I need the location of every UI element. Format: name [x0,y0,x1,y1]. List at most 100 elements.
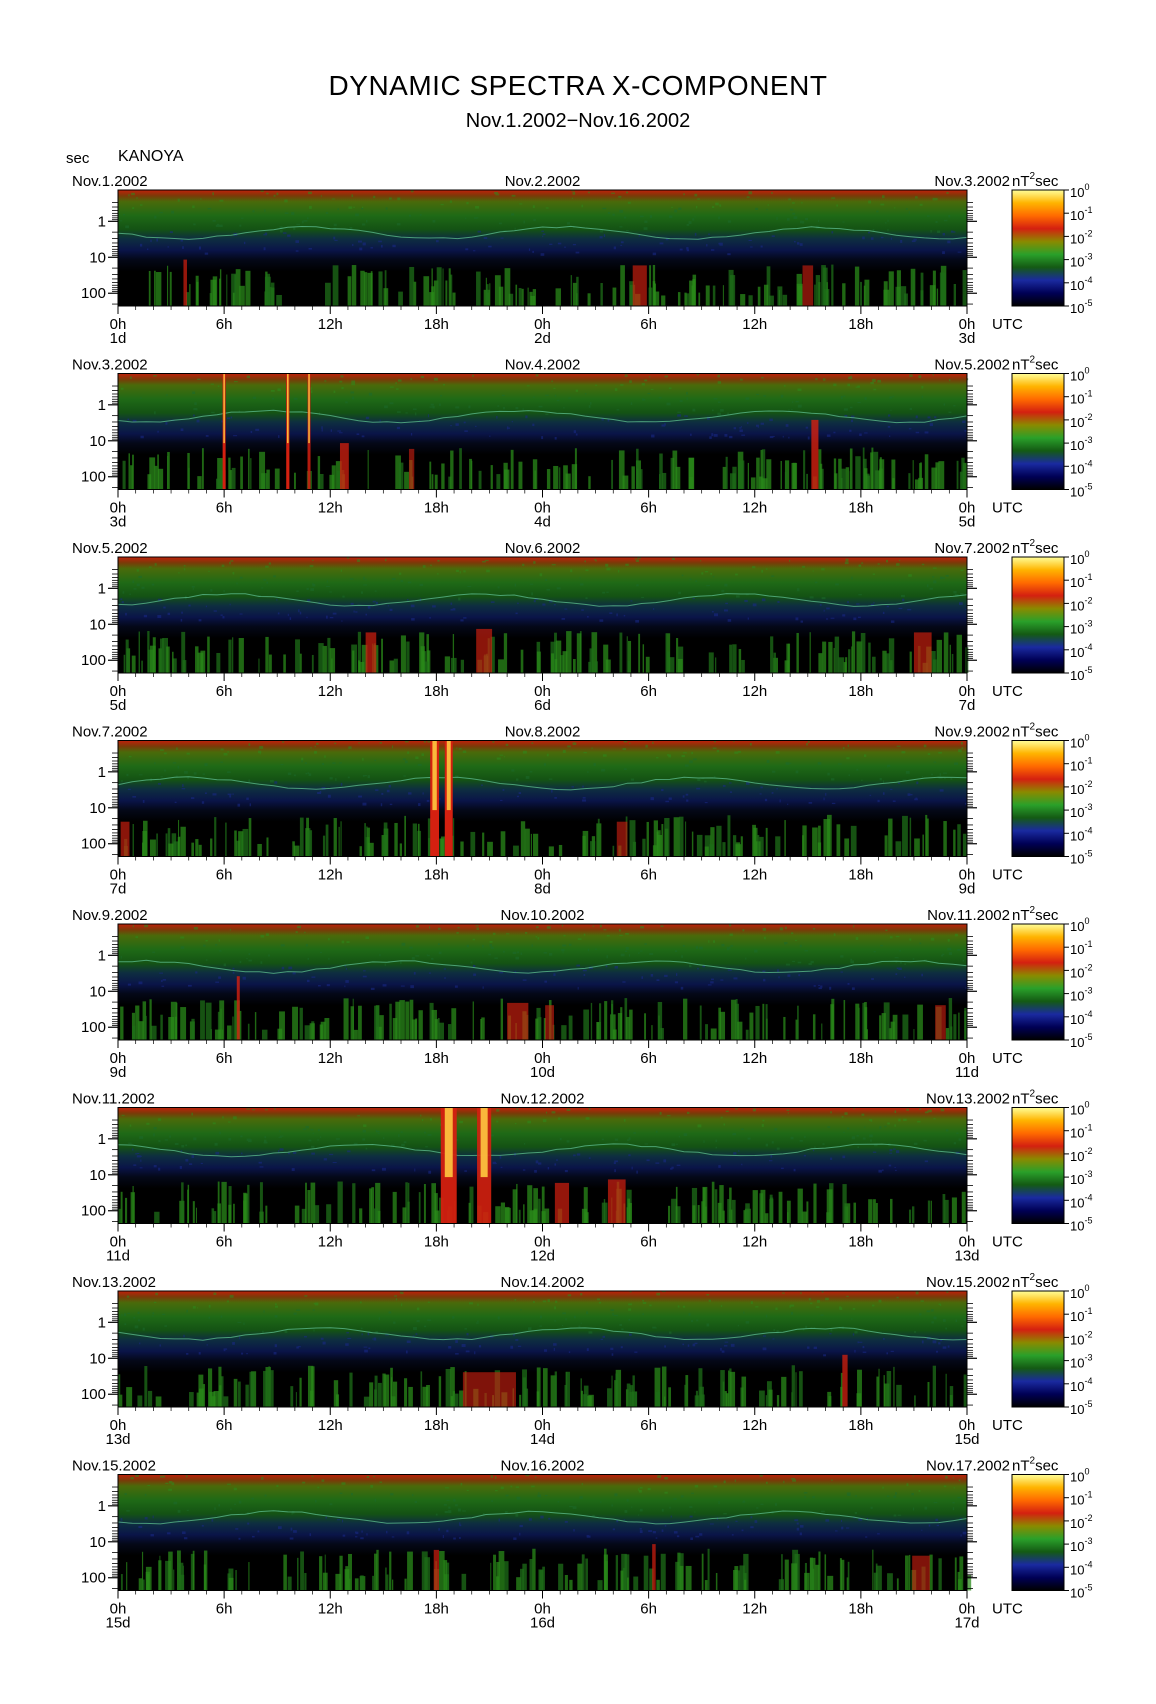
colorbar-tick-label: 100 [1070,1100,1089,1118]
colorbar-unit: nT2sec [1012,722,1059,741]
panel-start-date: Nov.11.2002 [72,1091,155,1108]
y-tick-label: 10 [89,249,106,266]
x-tick-label: 18h [424,316,449,333]
colorbar-tick-label: 10-3 [1070,619,1092,637]
x-tick-label: 6h [640,316,657,333]
spectrogram-background [118,924,967,1040]
colorbar-unit: nT2sec [1012,1272,1059,1291]
panel-4: Nov.7.2002 Nov.8.2002 Nov.9.2002 nT2sec 1 10 1… [72,722,1092,898]
burst-core-2 [446,740,451,811]
x-tick-label: 12h [742,1234,767,1251]
panel-start-date: Nov.1.2002 [72,173,148,190]
day-label: 5d [959,514,976,531]
colorbar-tick-label: 10-5 [1070,1399,1092,1417]
burst-3 [913,632,932,673]
colorbar-tick-label: 10-3 [1070,986,1092,1004]
x-tick-label: 0h [959,1601,976,1618]
burst-core-2 [480,1107,488,1178]
x-tick-label: 0h [959,500,976,517]
panel-end-date: Nov.11.2002 [927,907,1010,924]
colorbar-tick-label: 100 [1070,1283,1089,1301]
noise-floor-line [117,1143,968,1158]
x-tick-label: 0h [110,1234,127,1251]
station-name: KANOYA [118,148,184,165]
colorbar-tick-label: 100 [1070,733,1089,751]
day-label: 9d [110,1064,127,1081]
x-tick-label: 0h [110,867,127,884]
colorbar-tick-label: 10-2 [1070,1329,1092,1347]
x-tick-label: 0h [534,1601,551,1618]
colorbar-tick-label: 10-1 [1070,1306,1092,1324]
colorbar-tick-label: 10-3 [1070,802,1092,820]
panel-start-date: Nov.3.2002 [72,357,148,374]
long-period-activity [118,1365,968,1407]
panel-start-date: Nov.13.2002 [72,1274,156,1291]
y-tick-label: 1 [98,764,106,781]
panel-2: Nov.3.2002 Nov.4.2002 Nov.5.2002 nT2sec 1 10 1… [72,355,1092,531]
colorbar-tick-label: 10-2 [1070,1513,1092,1531]
burst-2 [507,1002,529,1040]
y-tick-label: 10 [89,616,106,633]
x-tick-label: 0h [959,1234,976,1251]
colorbar-tick-label: 10-5 [1070,482,1092,500]
colorbar-unit: nT2sec [1012,1456,1059,1475]
colorbar-tick-label: 10-5 [1070,665,1092,683]
y-tick-label: 100 [81,1019,106,1036]
colorbar-tick-label: 10-2 [1070,228,1092,246]
panel-mid-date: Nov.2.2002 [505,173,581,190]
day-label: 11d [955,1064,979,1081]
x-tick-label: 0h [110,316,127,333]
panel-mid-date: Nov.16.2002 [501,1458,585,1475]
panel-end-date: Nov.17.2002 [926,1458,1010,1475]
panel-mid-date: Nov.12.2002 [501,1091,585,1108]
colorbar [1011,556,1065,674]
long-period-activity [123,631,969,673]
x-tick-label: 12h [742,500,767,517]
noise-floor-line [117,1327,968,1341]
panel-start-date: Nov.9.2002 [72,907,148,924]
x-tick-label: 6h [216,1601,233,1618]
colorbar-tick-label: 10-4 [1070,458,1092,476]
panel-end-date: Nov.5.2002 [934,357,1010,374]
x-tick-label: 0h [110,1417,127,1434]
x-tick-label: 12h [742,1050,767,1067]
time-zone-label: UTC [992,1234,1023,1251]
burst-2 [652,1544,656,1591]
y-tick-label: 1 [98,947,106,964]
x-tick-label: 12h [318,683,343,700]
x-tick-label: 0h [110,500,127,517]
spectrogram-texture [121,1291,966,1357]
colorbar-tick-label: 10-1 [1070,756,1092,774]
x-tick-label: 12h [742,867,767,884]
colorbar-tick-label: 10-4 [1070,1192,1092,1210]
colorbar [1011,1290,1065,1408]
panel-mid-date: Nov.8.2002 [505,724,581,741]
long-period-activity [148,264,968,306]
colorbar-tick-label: 10-4 [1070,1559,1092,1577]
time-zone-label: UTC [992,1601,1023,1618]
burst-core-1 [444,1107,453,1178]
x-tick-label: 18h [848,1417,873,1434]
x-tick-label: 12h [318,500,343,517]
burst-core-3 [308,373,310,444]
day-label: 13d [105,1431,130,1448]
colorbar-unit: nT2sec [1012,171,1059,190]
x-tick-label: 18h [424,1417,449,1434]
x-tick-label: 0h [110,1050,127,1067]
panel-end-date: Nov.7.2002 [934,540,1010,557]
burst-5 [408,448,415,490]
y-tick-label: 1 [98,1314,106,1331]
burst-2 [842,1354,848,1407]
burst-3 [802,265,814,306]
x-tick-label: 12h [742,316,767,333]
y-axis-unit: sec [66,150,90,167]
x-tick-label: 18h [424,867,449,884]
day-label: 12d [530,1248,555,1265]
colorbar [1011,923,1065,1041]
day-label: 9d [959,881,976,898]
x-tick-label: 18h [848,500,873,517]
y-tick-label: 100 [81,1386,106,1403]
burst-4 [616,821,628,857]
chart-title: DYNAMIC SPECTRA X-COMPONENT [328,70,828,101]
colorbar-tick-label: 10-4 [1070,642,1092,660]
